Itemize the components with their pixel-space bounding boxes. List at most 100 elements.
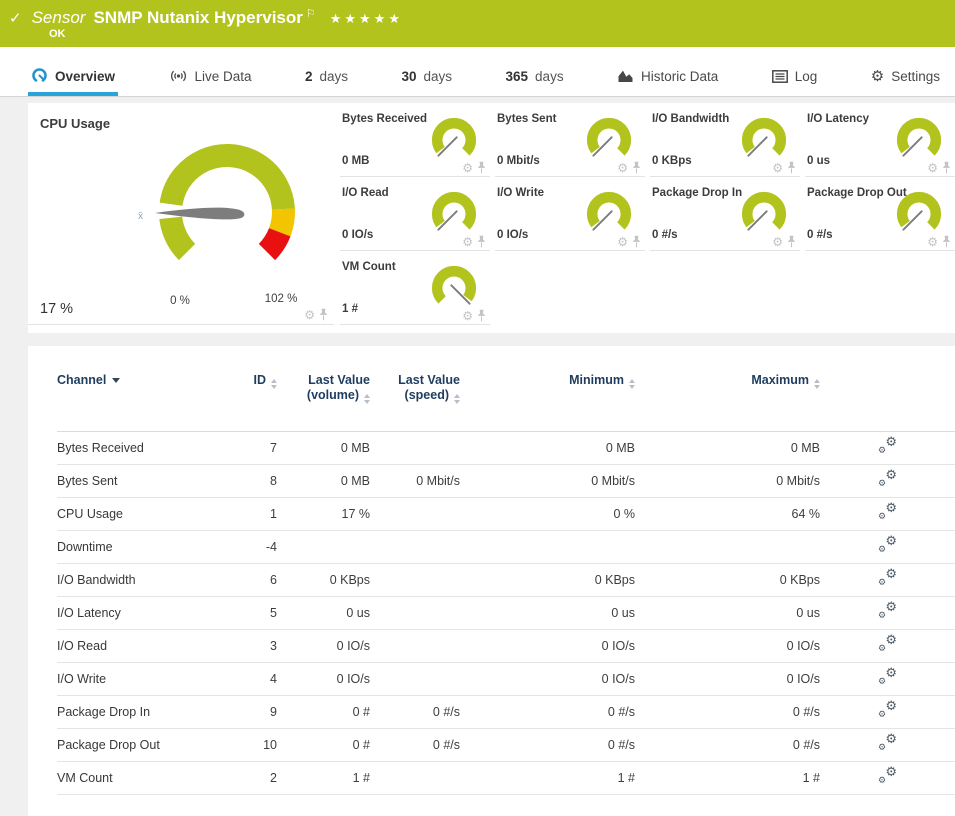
gear-icon[interactable]: ⚙: [617, 236, 628, 248]
table-row-vm-count[interactable]: VM Count 2 1 # 1 # 1 # ⚙⚙: [57, 761, 955, 794]
channel-settings-icon[interactable]: ⚙⚙: [878, 504, 897, 521]
last-value-speed: [370, 662, 460, 695]
column-header-last-value-speed[interactable]: Last Value (speed): [370, 346, 460, 431]
maximum-value: 1 #: [635, 761, 820, 794]
channel-id: 10: [217, 728, 277, 761]
pin-icon[interactable]: [477, 161, 486, 174]
minimum-value: 0 us: [460, 596, 635, 629]
tab-365-days[interactable]: 365 days: [503, 60, 567, 96]
channel-name[interactable]: Bytes Received: [57, 431, 217, 464]
pin-icon[interactable]: [787, 235, 796, 248]
tab-settings[interactable]: ⚙ Settings: [868, 60, 943, 96]
channel-settings-icon[interactable]: ⚙⚙: [878, 735, 897, 752]
table-row-io-latency[interactable]: I/O Latency 5 0 us 0 us 0 us ⚙⚙: [57, 596, 955, 629]
column-header-maximum[interactable]: Maximum: [635, 346, 820, 431]
gear-icon[interactable]: ⚙: [772, 236, 783, 248]
gauge-title: Bytes Sent: [497, 113, 556, 125]
pin-icon[interactable]: [632, 235, 641, 248]
channel-name[interactable]: VM Count: [57, 761, 217, 794]
tab-2-days[interactable]: 2 days: [302, 60, 351, 96]
column-header-channel[interactable]: Channel: [57, 346, 217, 431]
pin-icon[interactable]: [632, 161, 641, 174]
channel-settings-icon[interactable]: ⚙⚙: [878, 570, 897, 587]
gauge-value: 1 #: [342, 303, 358, 315]
last-value-volume: 0 IO/s: [277, 629, 370, 662]
table-row-bytes-sent[interactable]: Bytes Sent 8 0 MB 0 Mbit/s 0 Mbit/s 0 Mb…: [57, 464, 955, 497]
gauge-title: I/O Write: [497, 187, 544, 199]
channel-name[interactable]: CPU Usage: [57, 497, 217, 530]
gauge-title: Bytes Received: [342, 113, 427, 125]
channel-settings-icon[interactable]: ⚙⚙: [878, 636, 897, 653]
table-row-io-write[interactable]: I/O Write 4 0 IO/s 0 IO/s 0 IO/s ⚙⚙: [57, 662, 955, 695]
gear-icon[interactable]: ⚙: [462, 236, 473, 248]
mini-gauge: [740, 190, 788, 238]
channel-name[interactable]: I/O Read: [57, 629, 217, 662]
sort-icon: [454, 394, 460, 404]
tab-historic-data[interactable]: Historic Data: [614, 60, 721, 96]
last-value-speed: [370, 530, 460, 563]
channel-name[interactable]: Bytes Sent: [57, 464, 217, 497]
last-value-speed: 0 Mbit/s: [370, 464, 460, 497]
table-header-row: Channel ID Last Value (volume) Last Valu…: [57, 346, 955, 431]
channel-table-panel: Channel ID Last Value (volume) Last Valu…: [28, 346, 955, 816]
pin-icon[interactable]: [477, 309, 486, 322]
gear-icon[interactable]: ⚙: [927, 162, 938, 174]
tab-live-data[interactable]: Live Data: [166, 60, 255, 96]
gear-icon[interactable]: ⚙: [617, 162, 628, 174]
channel-settings-icon[interactable]: ⚙⚙: [878, 471, 897, 488]
pin-icon[interactable]: [787, 161, 796, 174]
channel-name[interactable]: I/O Write: [57, 662, 217, 695]
tab-overview[interactable]: Overview: [28, 60, 118, 96]
column-header-last-value-volume[interactable]: Last Value (volume): [277, 346, 370, 431]
gear-icon[interactable]: ⚙: [927, 236, 938, 248]
channel-settings-icon[interactable]: ⚙⚙: [878, 669, 897, 686]
last-value-volume: 0 #: [277, 695, 370, 728]
maximum-value: 0 #/s: [635, 695, 820, 728]
table-row-cpu-usage[interactable]: CPU Usage 1 17 % 0 % 64 % ⚙⚙: [57, 497, 955, 530]
last-value-volume: 1 #: [277, 761, 370, 794]
flag-icon[interactable]: ⚐: [306, 7, 316, 20]
gauge-value: 0 IO/s: [342, 229, 373, 241]
mini-gauge: [895, 116, 943, 164]
minimum-value: 0 IO/s: [460, 629, 635, 662]
tab-log[interactable]: Log: [769, 60, 821, 96]
table-row-downtime[interactable]: Downtime -4 ⚙⚙: [57, 530, 955, 563]
table-row-io-read[interactable]: I/O Read 3 0 IO/s 0 IO/s 0 IO/s ⚙⚙: [57, 629, 955, 662]
channel-id: 4: [217, 662, 277, 695]
gear-icon[interactable]: ⚙: [462, 310, 473, 322]
pin-icon[interactable]: [477, 235, 486, 248]
pin-icon[interactable]: [942, 161, 951, 174]
table-row-package-drop-out[interactable]: Package Drop Out 10 0 # 0 #/s 0 #/s 0 #/…: [57, 728, 955, 761]
last-value-volume: 0 KBps: [277, 563, 370, 596]
channel-settings-icon[interactable]: ⚙⚙: [878, 603, 897, 620]
tab-label: Overview: [55, 69, 115, 84]
priority-stars[interactable]: ★★★★★: [330, 12, 403, 27]
channel-name[interactable]: Package Drop In: [57, 695, 217, 728]
channel-name[interactable]: Downtime: [57, 530, 217, 563]
pin-icon[interactable]: [319, 308, 328, 321]
gauge-title: I/O Read: [342, 187, 389, 199]
channel-settings-icon[interactable]: ⚙⚙: [878, 438, 897, 455]
column-header-minimum[interactable]: Minimum: [460, 346, 635, 431]
channel-settings-icon[interactable]: ⚙⚙: [878, 702, 897, 719]
gear-icon[interactable]: ⚙: [462, 162, 473, 174]
channel-name[interactable]: I/O Bandwidth: [57, 563, 217, 596]
gear-icon[interactable]: ⚙: [772, 162, 783, 174]
gear-icon[interactable]: ⚙: [304, 309, 315, 321]
tab-label: days: [320, 69, 349, 84]
channel-settings-icon[interactable]: ⚙⚙: [878, 768, 897, 785]
channel-settings-icon[interactable]: ⚙⚙: [878, 537, 897, 554]
maximum-value: [635, 530, 820, 563]
table-row-io-bandwidth[interactable]: I/O Bandwidth 6 0 KBps 0 KBps 0 KBps ⚙⚙: [57, 563, 955, 596]
sort-icon: [271, 379, 277, 389]
mini-gauge: [430, 116, 478, 164]
table-row-package-drop-in[interactable]: Package Drop In 9 0 # 0 #/s 0 #/s 0 #/s …: [57, 695, 955, 728]
pin-icon[interactable]: [942, 235, 951, 248]
column-header-id[interactable]: ID: [217, 346, 277, 431]
tab-label: days: [424, 69, 453, 84]
channel-name[interactable]: I/O Latency: [57, 596, 217, 629]
tab-30-days[interactable]: 30 days: [399, 60, 456, 96]
last-value-speed: [370, 761, 460, 794]
table-row-bytes-received[interactable]: Bytes Received 7 0 MB 0 MB 0 MB ⚙⚙: [57, 431, 955, 464]
channel-name[interactable]: Package Drop Out: [57, 728, 217, 761]
